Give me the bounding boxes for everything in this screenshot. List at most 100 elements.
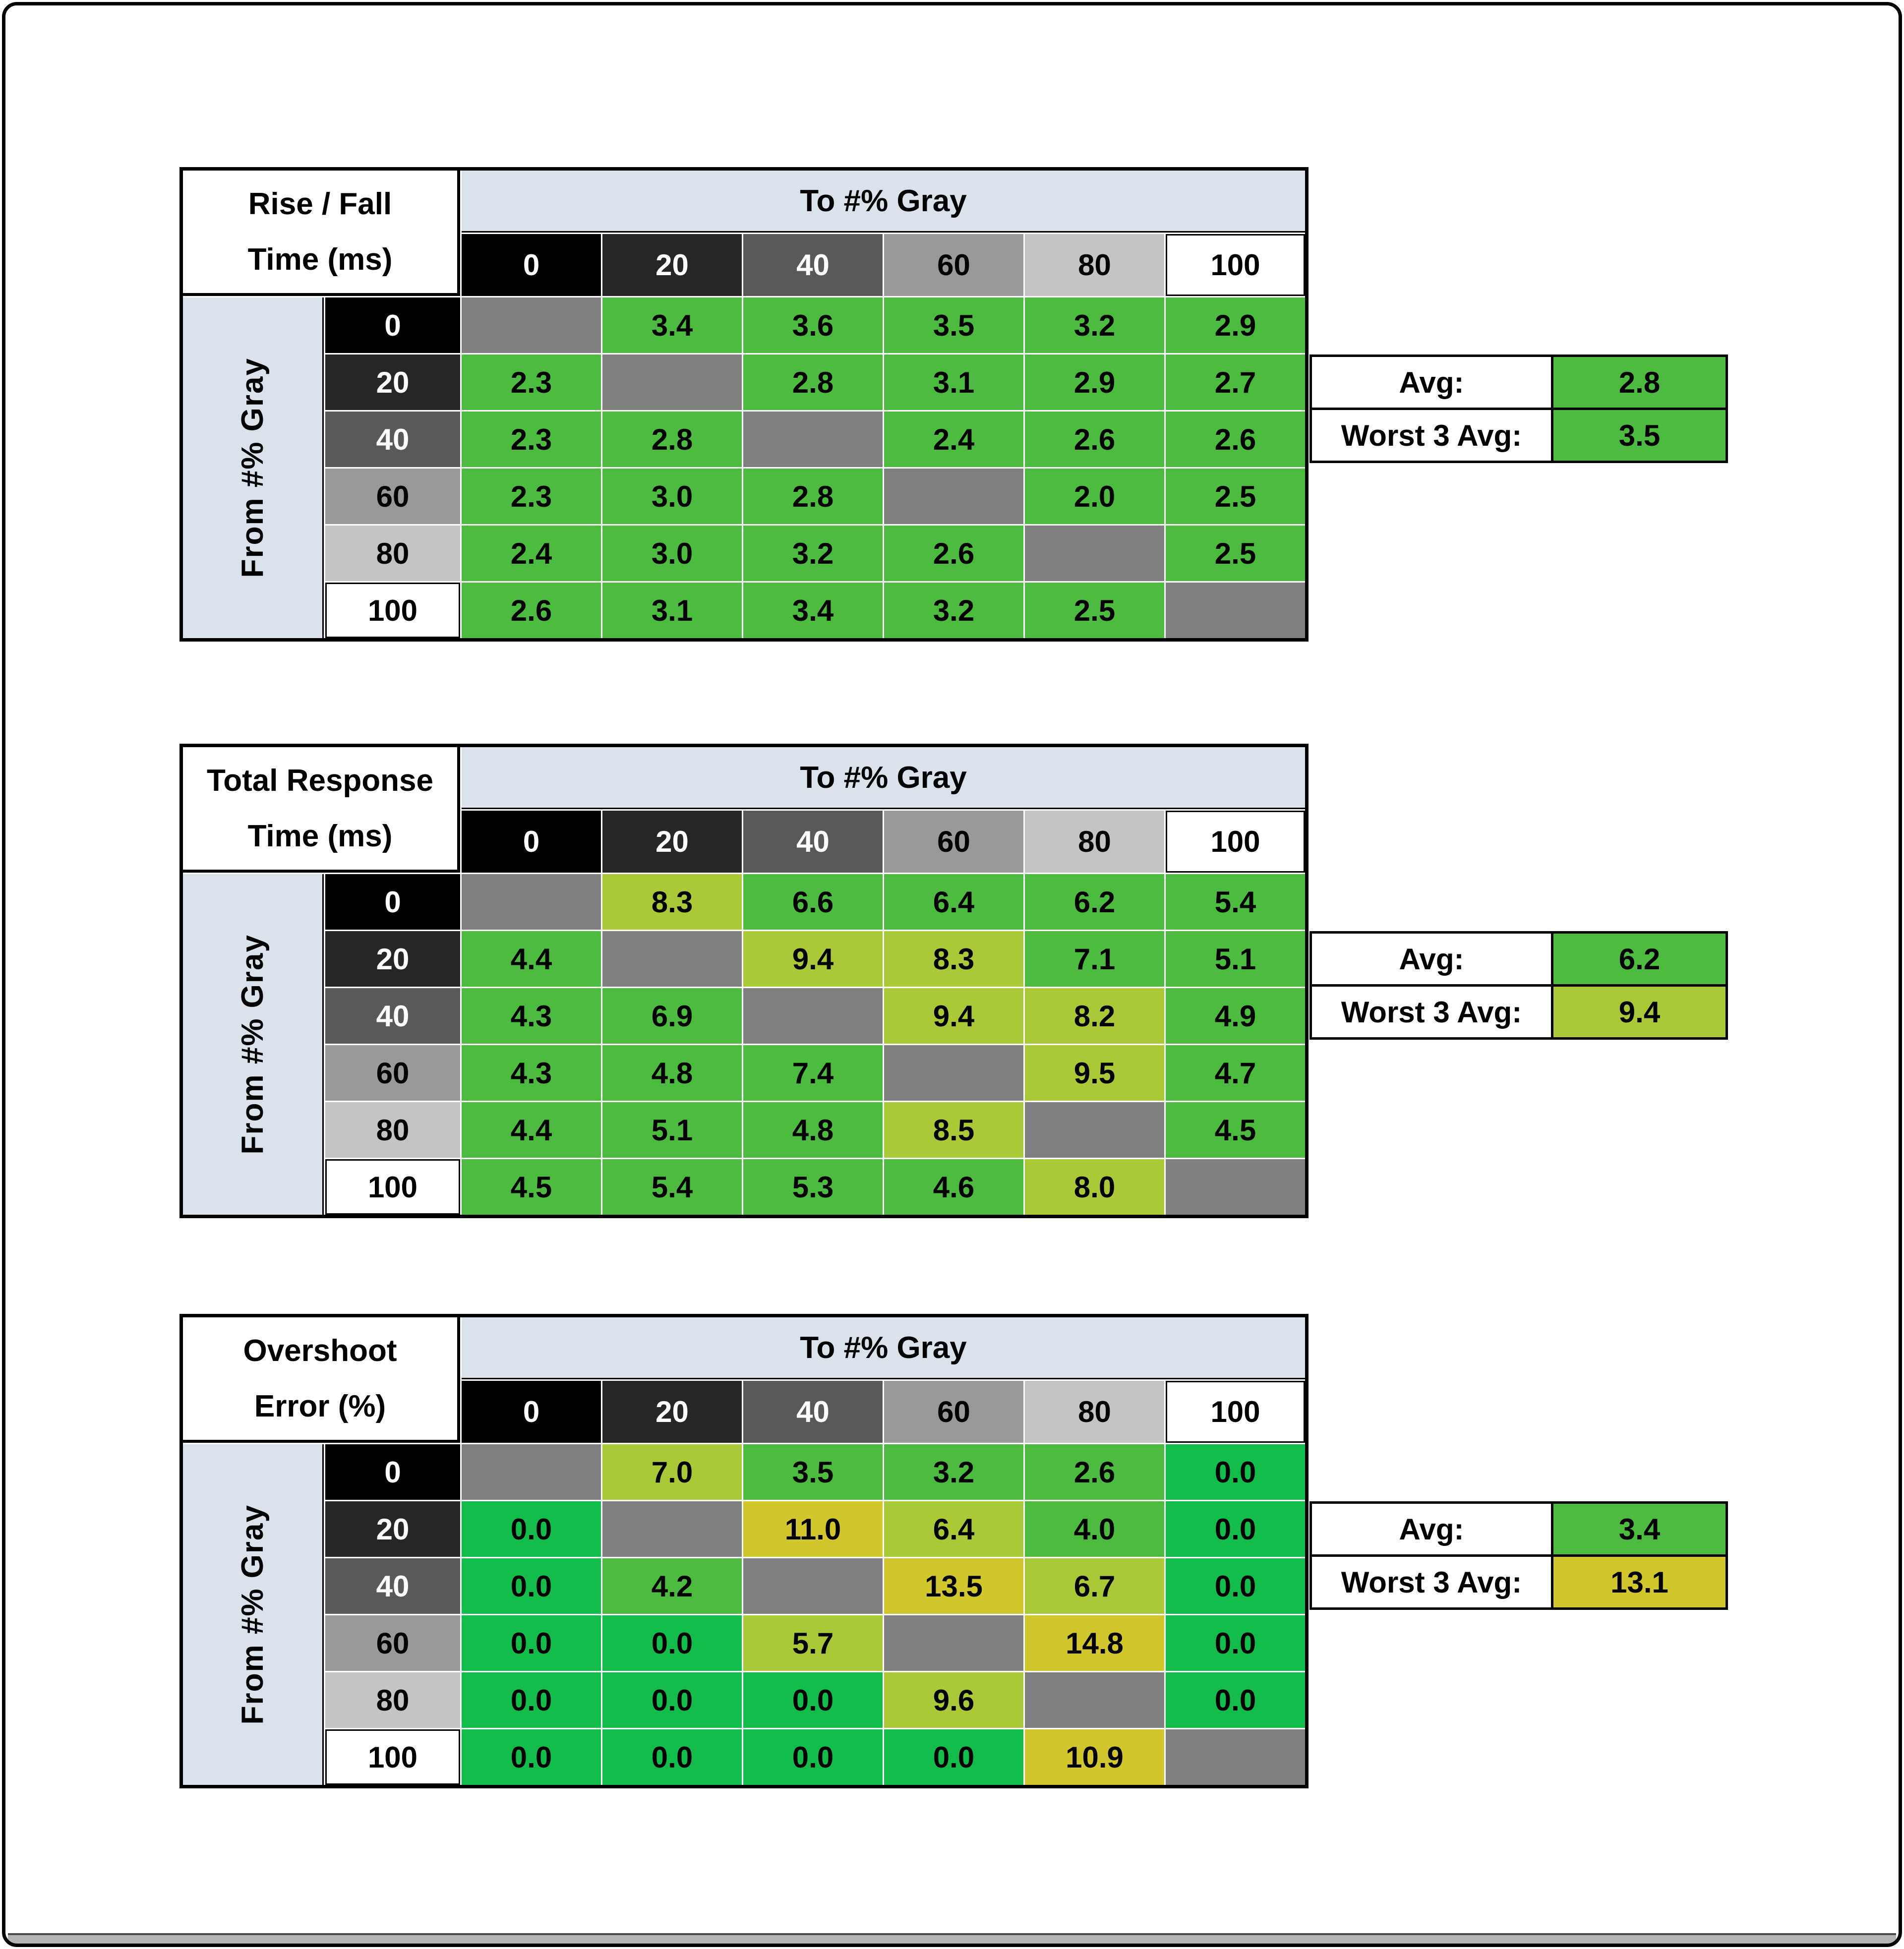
row-header-40: 40	[325, 988, 460, 1044]
row-headers: 0 20 40 60 80 100	[325, 874, 460, 1215]
row-header-80: 80	[325, 1672, 460, 1728]
col-header-20: 20	[602, 234, 742, 296]
row-header-60: 60	[325, 469, 460, 524]
data-cell: 4.6	[884, 1159, 1023, 1215]
worst3-avg-value: 3.5	[1553, 408, 1728, 463]
data-cell: 6.4	[884, 874, 1023, 930]
data-cell: 8.3	[602, 874, 742, 930]
data-cell: 0.0	[884, 1729, 1023, 1785]
diagonal-cell	[1025, 1102, 1164, 1158]
col-header-60: 60	[884, 1381, 1023, 1443]
data-cell: 0.0	[1166, 1444, 1305, 1500]
table-title-line1: Total Response	[206, 763, 434, 798]
col-header-80: 80	[1025, 1381, 1164, 1443]
diagonal-cell	[462, 297, 601, 353]
data-cell: 3.2	[1025, 297, 1164, 353]
diagonal-cell	[743, 412, 883, 467]
data-cell: 4.9	[1166, 988, 1305, 1044]
row-header-0: 0	[325, 297, 460, 353]
data-cell: 2.4	[884, 412, 1023, 467]
col-header-0: 0	[462, 234, 601, 296]
data-cell: 4.4	[462, 931, 601, 987]
row-header-80: 80	[325, 1102, 460, 1158]
data-cell: 0.0	[462, 1615, 601, 1671]
worst3-avg-row: Worst 3 Avg: 3.5	[1309, 408, 1728, 463]
data-grid: 3.4 3.6 3.5 3.2 2.9 2.3 2.8 3.1 2.9 2.7 2.3 2.8 2.4 2…	[462, 297, 1305, 638]
worst3-avg-row: Worst 3 Avg: 13.1	[1309, 1554, 1728, 1610]
column-headers: 0 20 40 60 80 100	[462, 234, 1305, 296]
data-cell: 2.6	[1025, 1444, 1164, 1500]
diagonal-cell	[884, 1045, 1023, 1101]
table-title-line1: Overshoot	[243, 1333, 397, 1368]
summary-block: Avg: 2.8 Worst 3 Avg: 3.5	[1309, 354, 1728, 463]
worst3-avg-label: Worst 3 Avg:	[1309, 1554, 1553, 1610]
data-cell: 9.6	[884, 1672, 1023, 1728]
data-cell: 6.9	[602, 988, 742, 1044]
data-cell: 0.0	[462, 1672, 601, 1728]
col-header-80: 80	[1025, 811, 1164, 873]
diagonal-cell	[462, 874, 601, 930]
to-gray-header: To #% Gray	[462, 747, 1305, 809]
table-title: Overshoot Error (%)	[183, 1317, 460, 1443]
diagonal-cell	[602, 354, 742, 410]
horizontal-scrollbar[interactable]	[8, 1933, 1896, 1944]
data-cell: 5.3	[743, 1159, 883, 1215]
row-header-100: 100	[325, 583, 460, 638]
table-title-line1: Rise / Fall	[248, 186, 392, 221]
data-cell: 3.0	[602, 469, 742, 524]
data-cell: 3.1	[884, 354, 1023, 410]
data-cell: 5.4	[602, 1159, 742, 1215]
table-title: Total Response Time (ms)	[183, 747, 460, 873]
avg-label: Avg:	[1309, 354, 1553, 410]
avg-label: Avg:	[1309, 931, 1553, 987]
summary-block: Avg: 6.2 Worst 3 Avg: 9.4	[1309, 931, 1728, 1040]
data-cell: 2.9	[1025, 354, 1164, 410]
data-cell: 5.7	[743, 1615, 883, 1671]
row-headers: 0 20 40 60 80 100	[325, 297, 460, 638]
row-header-20: 20	[325, 1501, 460, 1557]
column-headers: 0 20 40 60 80 100	[462, 1381, 1305, 1443]
total-response-time-table: Total Response Time (ms) To #% Gray 0 20 4…	[179, 744, 1728, 1218]
avg-row: Avg: 3.4	[1309, 1501, 1728, 1557]
data-cell: 0.0	[462, 1501, 601, 1557]
row-header-0: 0	[325, 1444, 460, 1500]
data-cell: 3.2	[884, 1444, 1023, 1500]
data-cell: 6.2	[1025, 874, 1164, 930]
diagonal-cell	[462, 1444, 601, 1500]
data-cell: 0.0	[602, 1729, 742, 1785]
data-cell: 8.0	[1025, 1159, 1164, 1215]
from-gray-label-text: From #% Gray	[236, 1504, 270, 1725]
data-cell: 2.5	[1166, 526, 1305, 581]
row-header-80: 80	[325, 526, 460, 581]
row-header-20: 20	[325, 931, 460, 987]
data-cell: 0.0	[743, 1729, 883, 1785]
worst3-avg-value: 9.4	[1553, 984, 1728, 1040]
data-cell: 9.4	[743, 931, 883, 987]
data-cell: 4.7	[1166, 1045, 1305, 1101]
to-gray-header: To #% Gray	[462, 1317, 1305, 1379]
avg-row: Avg: 2.8	[1309, 354, 1728, 410]
data-cell: 5.4	[1166, 874, 1305, 930]
from-gray-header: From #% Gray	[183, 874, 324, 1215]
table-title-line2: Time (ms)	[247, 819, 393, 853]
data-cell: 2.6	[462, 583, 601, 638]
diagonal-cell	[884, 1615, 1023, 1671]
diagonal-cell	[1166, 1159, 1305, 1215]
rise-fall-time-table: Rise / Fall Time (ms) To #% Gray 0 20 40 60…	[179, 167, 1728, 642]
data-cell: 0.0	[1166, 1672, 1305, 1728]
col-header-40: 40	[743, 1381, 883, 1443]
col-header-60: 60	[884, 234, 1023, 296]
row-headers: 0 20 40 60 80 100	[325, 1444, 460, 1785]
data-cell: 0.0	[1166, 1501, 1305, 1557]
data-cell: 0.0	[602, 1615, 742, 1671]
data-cell: 4.2	[602, 1558, 742, 1614]
data-cell: 3.4	[602, 297, 742, 353]
data-cell: 3.5	[743, 1444, 883, 1500]
data-cell: 2.6	[1166, 412, 1305, 467]
data-cell: 6.4	[884, 1501, 1023, 1557]
avg-label: Avg:	[1309, 1501, 1553, 1557]
to-gray-header: To #% Gray	[462, 171, 1305, 233]
avg-value: 6.2	[1553, 931, 1728, 987]
data-cell: 5.1	[1166, 931, 1305, 987]
diagonal-cell	[602, 1501, 742, 1557]
